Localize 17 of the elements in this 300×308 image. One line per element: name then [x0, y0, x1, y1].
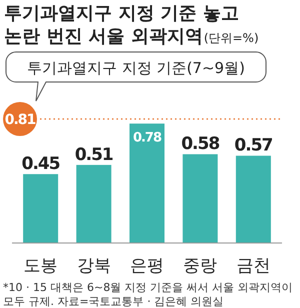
annotation: 모두 규제. 자료=국토교통부 · 김은혜 의원실 [3, 295, 224, 308]
data-label: 0.58 [181, 134, 220, 154]
data-label: 0.78 [132, 130, 162, 146]
ref-label: 0.81 [4, 112, 36, 128]
category: 도봉 [24, 256, 58, 276]
category: 강북 [76, 256, 111, 276]
title: 투기과열지구 지정 기준 놓고 [4, 3, 239, 24]
title: 논란 번진 서울 외곽지역 [4, 26, 203, 47]
category: 중랑 [183, 256, 218, 276]
annotation: *10 · 15 대책은 6~8월 지정 기준을 써서 서울 외곽지역이 [3, 281, 293, 294]
data-label: 0.45 [22, 154, 60, 174]
data-label: 0.57 [234, 136, 272, 156]
annotation: 투기과열지구 지정 기준(7~9월) [27, 59, 245, 77]
category: 은평 [130, 256, 164, 276]
subtitle: (단위=%) [204, 31, 259, 45]
data-label: 0.51 [74, 144, 113, 165]
category: 금천 [236, 256, 270, 276]
